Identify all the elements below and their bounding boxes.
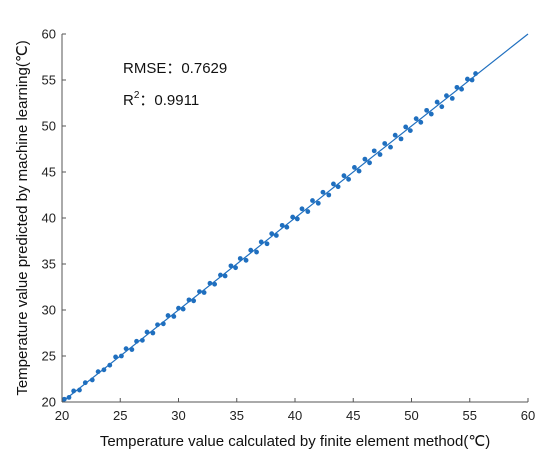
r2-superscript: 2 xyxy=(134,90,140,101)
data-point xyxy=(382,141,388,146)
y-tick-label: 40 xyxy=(42,211,56,226)
data-point xyxy=(377,152,383,157)
y-tick-label: 20 xyxy=(42,395,56,410)
data-point xyxy=(388,144,393,150)
x-tick-label: 20 xyxy=(55,408,69,423)
data-point xyxy=(449,96,455,101)
data-point xyxy=(305,209,311,214)
data-point xyxy=(407,128,413,134)
fit-line xyxy=(61,33,529,403)
x-tick-label: 50 xyxy=(404,408,418,423)
data-point xyxy=(326,192,332,198)
y-axis-label: Temperature value predicted by machine l… xyxy=(14,40,31,395)
rmse-annotation: RMSE：0.7629 xyxy=(123,60,227,77)
r2-prefix: R xyxy=(123,92,134,109)
data-point xyxy=(310,198,315,203)
x-tick-label: 25 xyxy=(113,408,127,423)
data-point xyxy=(371,148,377,154)
data-point xyxy=(403,124,409,130)
data-point xyxy=(434,99,440,105)
x-tick-label: 35 xyxy=(230,408,244,423)
y-tick-label: 35 xyxy=(42,257,56,272)
y-tick-label: 55 xyxy=(42,73,56,88)
data-point xyxy=(428,111,434,117)
x-axis-label: Temperature value calculated by finite e… xyxy=(100,433,490,450)
y-tick-label: 30 xyxy=(42,303,56,318)
r2-value: ：0.9911 xyxy=(139,92,199,109)
data-point xyxy=(243,257,249,263)
data-point xyxy=(356,168,362,174)
r2-annotation: R2：0.9911 xyxy=(123,90,199,109)
data-point xyxy=(424,107,430,113)
data-point xyxy=(413,116,419,122)
data-point xyxy=(346,176,351,182)
data-point xyxy=(352,165,357,170)
x-tick-label: 30 xyxy=(171,408,185,423)
data-point xyxy=(392,132,398,138)
data-point xyxy=(362,156,368,162)
data-point xyxy=(315,200,321,206)
x-tick-label: 45 xyxy=(346,408,360,423)
data-point xyxy=(341,173,347,179)
data-point xyxy=(439,104,445,110)
data-point xyxy=(398,136,404,142)
x-tick-label: 40 xyxy=(288,408,302,423)
y-tick-label: 25 xyxy=(42,349,56,364)
x-tick-label: 55 xyxy=(463,408,477,423)
x-ticks: 20 25 30 35 40 45 50 55 60 xyxy=(55,398,535,423)
y-ticks: 20 25 30 35 40 45 50 55 60 xyxy=(42,27,66,410)
data-point xyxy=(331,181,336,187)
x-tick-label: 60 xyxy=(521,408,535,423)
data-point xyxy=(299,206,305,212)
data-point xyxy=(418,119,424,125)
data-point xyxy=(367,160,372,166)
y-tick-label: 50 xyxy=(42,119,56,134)
y-tick-label: 60 xyxy=(42,27,56,42)
data-point xyxy=(320,189,326,195)
y-tick-label: 45 xyxy=(42,165,56,180)
data-point xyxy=(254,249,259,255)
data-point xyxy=(264,241,270,247)
